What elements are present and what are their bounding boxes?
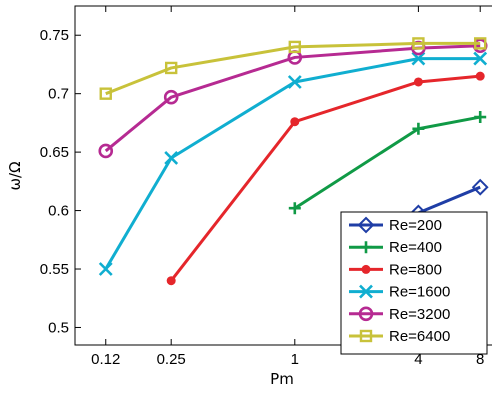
data-point	[287, 75, 302, 89]
data-point	[471, 178, 489, 196]
x-tick-label: 8	[476, 351, 484, 368]
y-tick-label: 0.6	[48, 203, 69, 220]
x-tick-label: 1	[291, 351, 299, 368]
x-axis-label: Pm	[270, 370, 294, 388]
legend-marker	[359, 329, 373, 343]
data-point	[98, 262, 113, 276]
data-point	[163, 89, 179, 105]
series-re-800	[166, 71, 485, 286]
data-point	[413, 77, 423, 87]
y-tick-label: 0.5	[48, 319, 69, 336]
data-point	[166, 276, 176, 286]
data-point	[290, 117, 300, 127]
legend-entry: Re=1600	[349, 284, 450, 301]
legend-marker	[360, 241, 372, 254]
legend-marker	[358, 306, 374, 322]
data-point	[98, 143, 114, 159]
legend-entry: Re=6400	[349, 328, 450, 345]
legend-marker	[361, 264, 371, 274]
y-tick-label: 0.55	[40, 261, 69, 278]
plot-content	[98, 37, 489, 286]
legend-entry: Re=400	[349, 239, 442, 256]
series-line	[417, 185, 481, 215]
x-tick-label: 0.12	[91, 351, 120, 368]
data-point	[473, 51, 488, 66]
data-point	[99, 87, 112, 100]
data-point	[474, 37, 487, 50]
y-tick-label: 0.75	[40, 27, 69, 44]
series-re-6400	[99, 37, 487, 100]
data-point	[288, 202, 301, 215]
y-tick-label: 0.65	[40, 144, 69, 161]
series-line	[105, 41, 481, 96]
axis-ticks: 0.12 0.25 1 4 8 0.5 0.55 0.6 0.65 0.7 0.75	[40, 6, 484, 368]
series-re-400	[288, 111, 487, 215]
legend: Re=200 Re=400 Re=800 Re=1600 Re=3200 Re=6400	[340, 211, 488, 355]
axes-frame	[74, 5, 492, 346]
y-tick-label: 0.7	[48, 86, 69, 103]
data-point	[475, 71, 485, 81]
legend-label: Re=6400	[389, 328, 450, 345]
data-point	[412, 122, 425, 135]
legend-label: Re=400	[389, 239, 442, 256]
data-point	[164, 151, 179, 165]
legend-label: Re=800	[389, 261, 442, 278]
x-tick-label: 0.25	[157, 351, 186, 368]
data-point	[288, 40, 301, 54]
legend-entry: Re=3200	[349, 306, 450, 323]
legend-entry: Re=200	[349, 216, 442, 234]
y-axis-label: ω/Ω	[6, 161, 24, 190]
data-point	[412, 37, 425, 50]
x-tick-label: 4	[414, 351, 422, 368]
legend-marker	[357, 216, 375, 234]
legend-label: Re=200	[389, 217, 442, 234]
series-line	[170, 74, 481, 282]
series-line	[104, 44, 481, 153]
series-re-1600	[98, 51, 488, 276]
legend-label: Re=1600	[389, 284, 450, 301]
data-point	[474, 111, 487, 124]
data-point	[164, 61, 178, 75]
legend-marker	[359, 284, 373, 299]
legend-label: Re=3200	[389, 306, 450, 323]
series-re-3200	[98, 38, 488, 159]
data-point	[411, 51, 426, 66]
legend-entry: Re=800	[349, 261, 442, 278]
